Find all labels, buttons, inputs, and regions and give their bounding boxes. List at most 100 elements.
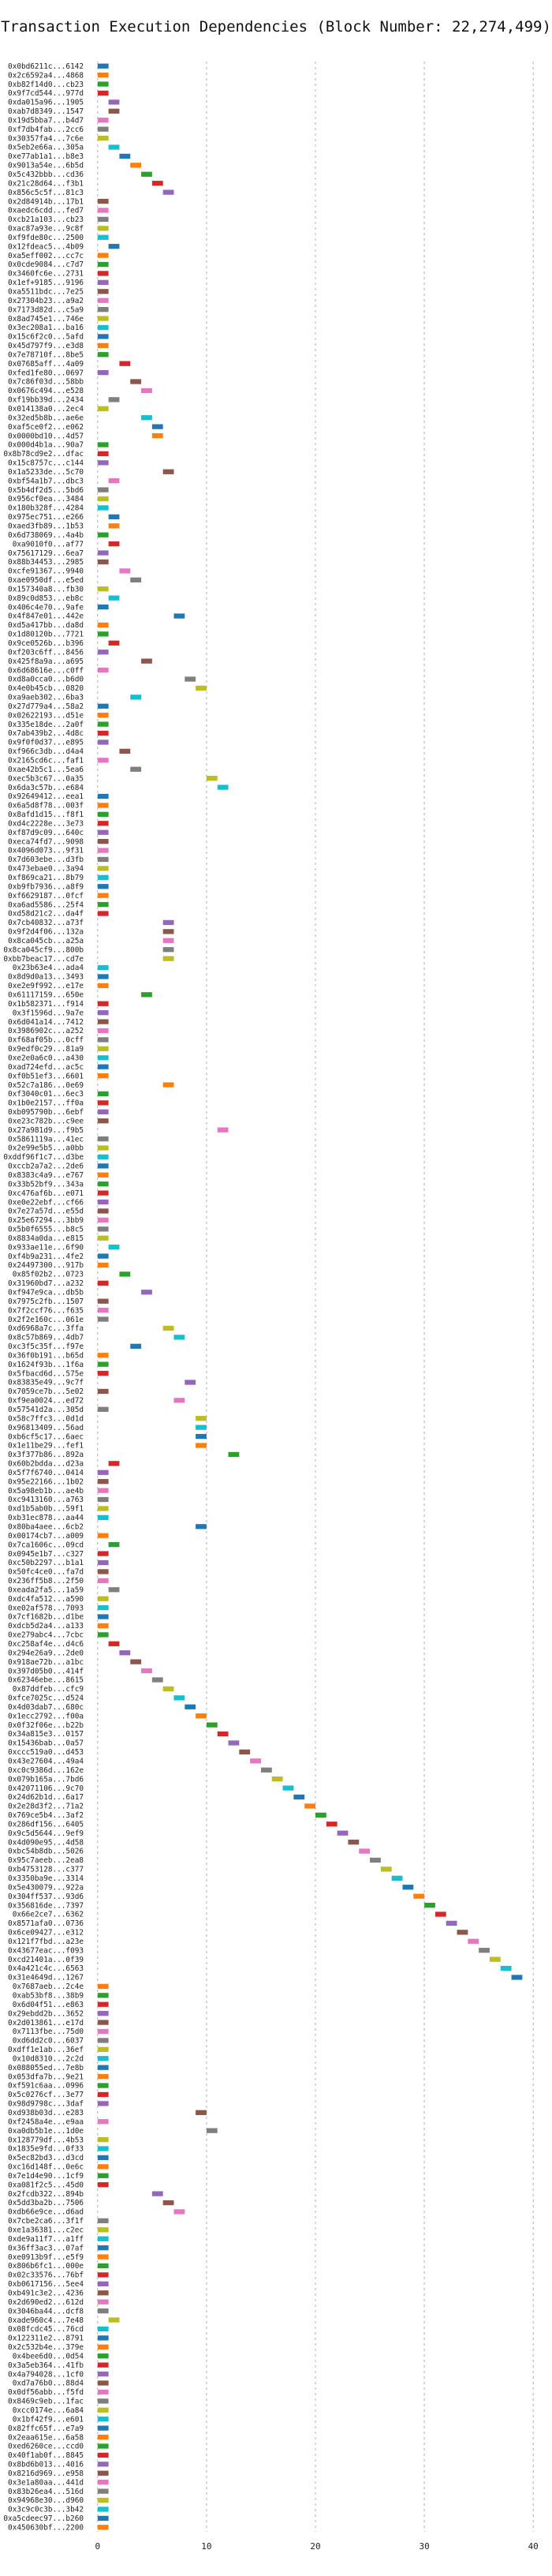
transaction-label: 0xaed3fb89...1b53 [8, 522, 84, 531]
transaction-bar [217, 784, 229, 790]
transaction-label: 0x7cbe2ca6...3f1f [8, 2217, 84, 2226]
transaction-bar [97, 838, 109, 844]
transaction-label: 0x0cde9084...c7d7 [8, 260, 84, 269]
transaction-bar [97, 72, 109, 78]
transaction-bar [130, 695, 142, 700]
transaction-bar [97, 1064, 109, 1069]
transaction-bar [97, 1226, 109, 1232]
transaction-bar [97, 1370, 109, 1376]
transaction-label: 0x128779df...4b53 [8, 2136, 84, 2144]
transaction-label: 0xa081f2c5...45d0 [8, 2181, 84, 2189]
transaction-bar [97, 550, 109, 556]
transaction-bar [97, 1496, 109, 1503]
transaction-label: 0x31e4649d...1267 [8, 1974, 84, 1983]
transaction-bar [130, 577, 142, 582]
transaction-bar [97, 1388, 109, 1395]
transaction-label: 0x397d05b0...414f [8, 1667, 84, 1676]
transaction-label: 0x33b52bf9...343a [8, 1180, 84, 1189]
transaction-bar [97, 2525, 109, 2530]
transaction-label: 0xe02af578...7093 [8, 1604, 84, 1612]
transaction-bar [97, 451, 109, 457]
transaction-label: 0x1bf42f9...e601 [13, 2415, 84, 2424]
transaction-bar [196, 1433, 207, 1440]
transaction-label: 0x3f377b86...892a [8, 1451, 84, 1459]
transaction-label: 0x87ddfeb...cfc9 [13, 1685, 84, 1694]
transaction-bar [97, 1559, 109, 1566]
transaction-label: 0x9c5d5644...9ef9 [8, 1829, 84, 1838]
transaction-bar [228, 1740, 240, 1746]
transaction-label: 0x61117159...650e [8, 991, 84, 1000]
transaction-label: 0x6ce09427...e312 [8, 1929, 84, 1938]
transaction-label: 0x7ab439b2...4d8c [8, 729, 84, 738]
transaction-label: 0xe77ab1a1...b8e3 [8, 152, 84, 161]
transaction-bar [97, 1253, 109, 1259]
transaction-label: 0x121f7fbd...a23e [8, 1938, 84, 1946]
transaction-label: 0x5861119a...41ec [8, 1135, 84, 1144]
transaction-bar [97, 2507, 109, 2512]
transaction-bar [97, 2164, 109, 2170]
transaction-bar [250, 1758, 261, 1764]
transaction-bar [97, 253, 109, 258]
transaction-label: 0x0000bd10...4d57 [8, 432, 84, 440]
transaction-label: 0x96813409...56ad [8, 1424, 84, 1432]
transaction-bar [97, 1091, 109, 1097]
transaction-bar [97, 758, 109, 763]
transaction-bar [173, 1335, 185, 1340]
transaction-label: 0x2e99e5b5...a0bb [8, 1144, 84, 1153]
transaction-label: 0x92649412...eea1 [8, 792, 84, 801]
transaction-bar [97, 2398, 109, 2404]
transaction-bar [97, 532, 109, 537]
transaction-bar [151, 424, 163, 429]
transaction-label: 0x5c432bbb...cd36 [8, 170, 84, 179]
transaction-label: 0x15436bab...0a57 [8, 1739, 84, 1748]
transaction-label: 0x83835e49...9c7f [8, 1379, 84, 1387]
transaction-bar [108, 595, 120, 601]
transaction-bar [97, 2101, 109, 2106]
transaction-bar [97, 135, 109, 141]
transaction-bar [97, 2407, 109, 2413]
transaction-label: 0x5ec82bd3...d3cd [8, 2154, 84, 2162]
transaction-label: 0x6da3c57b...e684 [8, 784, 84, 792]
transaction-label: 0x24d62b1d...6a17 [8, 1793, 84, 1802]
transaction-bar [511, 1975, 523, 1980]
transaction-label: 0x8c57b869...4db7 [8, 1334, 84, 1342]
transaction-bar [97, 2119, 109, 2125]
transaction-label: 0xe279abc4...7cbc [8, 1631, 84, 1640]
transaction-label: 0x7975c2fb...1507 [8, 1297, 84, 1306]
transaction-bar [97, 2380, 109, 2386]
transaction-label: 0x23b63e4...ada4 [13, 964, 84, 972]
transaction-label: 0x1b582371...f914 [8, 1000, 84, 1009]
transaction-bar [97, 2046, 109, 2052]
transaction-bar [206, 2128, 218, 2133]
transaction-bar [97, 1316, 109, 1322]
transaction-label: 0x0f32f06e...b22b [8, 1721, 84, 1730]
transaction-bar [97, 2281, 109, 2286]
transaction-bar [97, 2236, 109, 2241]
transaction-bar [97, 406, 109, 411]
transaction-label: 0x180b328f...4284 [8, 504, 84, 513]
transaction-bar [162, 2200, 174, 2206]
transaction-bar [162, 947, 174, 953]
transaction-bar [185, 1380, 196, 1385]
transaction-label: 0x43e27604...49a4 [8, 1758, 84, 1766]
transaction-label: 0x2f2e160c...061e [8, 1316, 84, 1324]
transaction-label: 0x3350ba9e...3314 [8, 1874, 84, 1883]
bars-group [97, 63, 523, 2530]
transaction-bar [97, 631, 109, 637]
transaction-label: 0xb491c3e2...4236 [8, 2289, 84, 2297]
transaction-bar [97, 1262, 109, 1268]
transaction-bar [97, 2335, 109, 2341]
transaction-label: 0x30357fa4...7c6e [8, 134, 84, 143]
transaction-bar [97, 1172, 109, 1178]
transaction-label: 0xa5eff002...cc7c [8, 252, 84, 260]
transaction-label: 0xf947e9ca...db5b [8, 1288, 84, 1297]
transaction-label: 0x5e430079...922a [8, 1883, 84, 1892]
transaction-bar [97, 983, 109, 989]
transaction-bar [97, 559, 109, 565]
transaction-label: 0x3ec208a1...ba16 [8, 324, 84, 332]
transaction-bar [97, 2073, 109, 2080]
transaction-bar [108, 99, 120, 105]
transaction-bar [97, 208, 109, 213]
transaction-bar [97, 1010, 109, 1016]
transaction-bar [97, 1307, 109, 1313]
